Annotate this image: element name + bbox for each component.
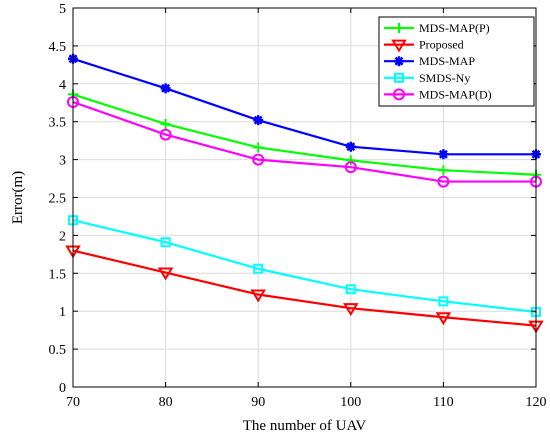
- y-tick-label: 3: [59, 154, 66, 169]
- y-tick-label: 0: [59, 381, 66, 396]
- x-tick-label: 90: [251, 395, 265, 410]
- x-axis-label: The number of UAV: [243, 418, 367, 434]
- legend-label: MDS-MAP: [419, 54, 475, 68]
- star-marker-core: [255, 117, 261, 123]
- square-marker: [253, 263, 264, 274]
- legend-item: MDS-MAP(P): [384, 21, 490, 35]
- legend-item: Proposed: [384, 38, 464, 53]
- triangle-marker: [250, 289, 266, 303]
- legend-label: MDS-MAP(P): [419, 21, 490, 35]
- square-marker: [160, 237, 171, 248]
- x-tick-label: 70: [66, 395, 80, 410]
- legend-label: SMDS-Ny: [419, 71, 470, 85]
- triangle-marker: [391, 39, 407, 53]
- star-marker-core: [348, 144, 354, 150]
- y-tick-label: 4.5: [49, 40, 67, 55]
- legend-label: MDS-MAP(D): [419, 87, 492, 101]
- star-marker-core: [396, 58, 402, 64]
- star-marker-core: [440, 151, 446, 157]
- square-marker: [394, 72, 404, 83]
- y-tick-label: 5: [59, 2, 66, 17]
- triangle-marker: [157, 267, 174, 281]
- y-tick-label: 2.5: [49, 192, 67, 207]
- y-tick-label: 1: [59, 305, 66, 320]
- legend-item: SMDS-Ny: [384, 71, 470, 85]
- circle-marker: [252, 153, 265, 166]
- triangle-marker: [435, 312, 452, 326]
- legend-label: Proposed: [419, 38, 464, 52]
- circle-marker: [437, 175, 450, 188]
- series-line: [72, 57, 536, 156]
- y-tick-label: 1.5: [49, 267, 67, 282]
- y-tick-label: 0.5: [49, 343, 67, 358]
- plus-marker: [345, 155, 356, 166]
- plus-marker: [160, 118, 171, 129]
- legend: MDS-MAP(P) Proposed MDS-MAP SMDS-Ny MDS-MAP(…: [378, 16, 535, 107]
- series-line: [72, 93, 537, 176]
- x-tick-label: 100: [340, 395, 361, 410]
- plus-marker: [394, 23, 404, 33]
- y-axis-label: Error(m): [10, 171, 26, 224]
- square-marker: [438, 296, 449, 307]
- x-tick-label: 120: [526, 395, 547, 410]
- plus-marker: [438, 165, 449, 176]
- circle-marker: [159, 128, 172, 141]
- y-tick-label: 2: [59, 229, 66, 244]
- series-line: [72, 249, 537, 327]
- circle-marker: [393, 88, 405, 101]
- star-marker-core: [163, 85, 169, 91]
- square-marker: [345, 284, 356, 295]
- y-tick-label: 3.5: [49, 116, 67, 131]
- x-tick-label: 80: [159, 395, 173, 410]
- legend-item: MDS-MAP(D): [384, 87, 492, 101]
- legend-item: MDS-MAP: [384, 54, 475, 68]
- x-tick-label: 110: [433, 395, 453, 410]
- series-line: [72, 219, 537, 314]
- axis-ticks: 70 80 90 100 110 120 0 0.5 1 1.5 2 2.5 3 3.5 4 4.5 5: [49, 2, 547, 410]
- circle-marker: [344, 161, 357, 174]
- plus-marker: [253, 142, 264, 153]
- grid-lines: [72, 7, 537, 388]
- triangle-marker: [343, 303, 359, 317]
- series-line: [72, 100, 536, 183]
- y-tick-label: 4: [59, 78, 66, 93]
